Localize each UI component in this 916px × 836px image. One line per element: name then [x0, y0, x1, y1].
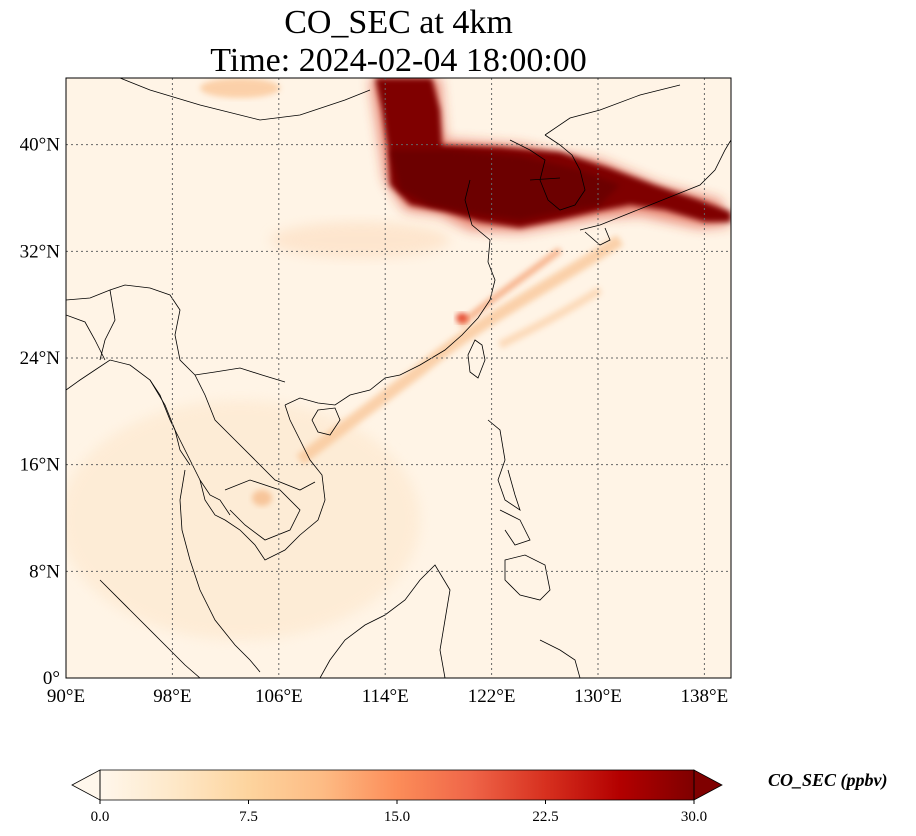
colorbar-ticks: 0.0 7.5 15.0 22.5 30.0 — [91, 800, 707, 825]
lat-tick-label: 8°N — [29, 561, 60, 582]
colorbar-tick-label: 30.0 — [681, 809, 707, 825]
lat-tick-label: 24°N — [20, 348, 61, 369]
plume-core-hot — [390, 150, 620, 220]
colorbar-extend-max — [693, 769, 723, 801]
border-thailand — [149, 379, 191, 466]
coastline-thailand-gulf — [199, 479, 231, 516]
title-time: Time: 2024-02-04 18:00:00 — [210, 42, 587, 79]
lat-tick-label: 32°N — [20, 241, 61, 262]
colorbar-body — [100, 770, 694, 800]
coastline-taiwan — [467, 339, 486, 379]
coastline-mindanao — [504, 554, 551, 601]
coastline-sulawesi — [539, 639, 581, 678]
border-korea-dmz — [529, 177, 561, 181]
border-cambodia — [224, 479, 301, 541]
coastline-sumatra — [99, 579, 201, 678]
concentration-field — [66, 78, 731, 640]
gridlines — [66, 78, 731, 678]
colorbar-extend-min — [71, 769, 101, 801]
plume-streak-3 — [498, 286, 603, 349]
lon-tick-label: 138°E — [681, 686, 729, 707]
colorbar: 0.0 7.5 15.0 22.5 30.0 — [71, 769, 723, 825]
map-frame — [65, 77, 732, 679]
colorbar-label: CO_SEC (ppbv) — [768, 770, 888, 790]
plume-tint-central — [270, 222, 450, 258]
colorbar-tick-label: 7.5 — [239, 809, 258, 825]
plume-streak-2 — [458, 247, 562, 328]
coastline-japan — [579, 139, 731, 231]
border-myanmar — [99, 289, 116, 361]
plume-tint-north — [200, 78, 280, 98]
coastline-china — [284, 179, 496, 406]
lat-tick-label: 40°N — [20, 135, 61, 156]
lon-tick-label: 114°E — [362, 686, 409, 707]
plume-spot-cambodia — [252, 490, 272, 506]
colorbar-tick-label: 22.5 — [532, 809, 558, 825]
coastline-borneo — [319, 564, 451, 678]
lon-tick-label: 122°E — [468, 686, 516, 707]
lon-tick-label: 98°E — [153, 686, 191, 707]
coastline-visayas — [499, 509, 531, 546]
coastline-korea — [509, 134, 586, 211]
border-china-west — [66, 284, 286, 383]
coastline-malay — [179, 469, 261, 673]
lon-tick-label: 106°E — [255, 686, 303, 707]
plume-streak-1 — [296, 235, 624, 465]
coastline-indochina — [66, 359, 326, 561]
lat-tick-labels: 0° 8°N 16°N 24°N 32°N 40°N — [20, 135, 61, 689]
border-laos — [194, 374, 316, 491]
lon-tick-label: 90°E — [47, 686, 85, 707]
lat-tick-label: 0° — [43, 668, 60, 689]
title-variable: CO_SEC at 4km — [284, 4, 513, 41]
border-china-mongolia — [119, 78, 371, 121]
coastline-hainan — [311, 407, 341, 436]
border-russia — [544, 84, 681, 136]
coastline-kyushu — [584, 227, 611, 246]
plume-tint-south — [66, 400, 420, 640]
map-title: CO_SEC at 4km Time: 2024-02-04 18:00:00 — [66, 4, 731, 80]
colorbar-tick-label: 0.0 — [91, 809, 110, 825]
lon-tick-label: 130°E — [574, 686, 622, 707]
lat-tick-label: 16°N — [20, 455, 61, 476]
coastlines — [66, 78, 731, 678]
border-india — [66, 314, 106, 361]
lon-tick-labels: 90°E 98°E 106°E 114°E 122°E 130°E 138°E — [47, 686, 728, 707]
colorbar-tick-label: 15.0 — [384, 809, 410, 825]
coastline-luzon — [487, 419, 521, 511]
plume-spot-coast — [456, 313, 468, 323]
